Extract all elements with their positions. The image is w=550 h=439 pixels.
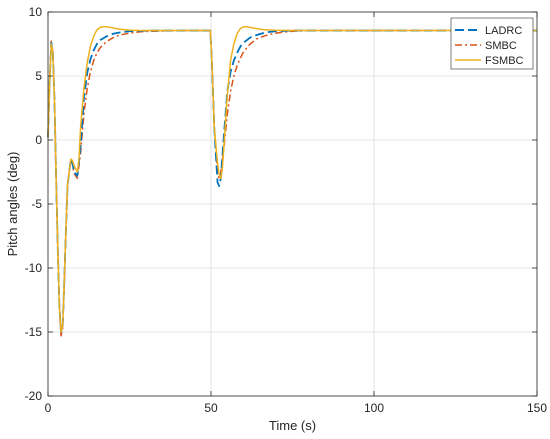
y-tick-label: 10 bbox=[29, 5, 43, 19]
series-lines bbox=[47, 25, 537, 337]
x-tick-label: 150 bbox=[527, 401, 547, 415]
legend-label-smbc: SMBC bbox=[485, 40, 517, 52]
legend-label-ladrc: LADRC bbox=[485, 25, 522, 37]
x-tick-label: 100 bbox=[364, 401, 384, 415]
y-tick-label: -20 bbox=[25, 389, 43, 403]
y-axis-label: Pitch angles (deg) bbox=[5, 152, 20, 257]
x-tick-label: 0 bbox=[45, 401, 52, 415]
x-tick-label: 50 bbox=[204, 401, 218, 415]
y-tick-label: 0 bbox=[35, 133, 42, 147]
y-tick-label: -10 bbox=[25, 261, 43, 275]
axis-ticks bbox=[47, 11, 538, 397]
x-axis-label: Time (s) bbox=[269, 418, 316, 433]
series-line-fsmbc bbox=[47, 25, 537, 333]
legend-label-fsmbc: FSMBC bbox=[485, 55, 524, 67]
y-tick-label: 5 bbox=[35, 69, 42, 83]
y-tick-label: -15 bbox=[25, 325, 43, 339]
y-tick-label: -5 bbox=[31, 197, 42, 211]
legend: LADRC SMBC FSMBC bbox=[450, 17, 534, 70]
